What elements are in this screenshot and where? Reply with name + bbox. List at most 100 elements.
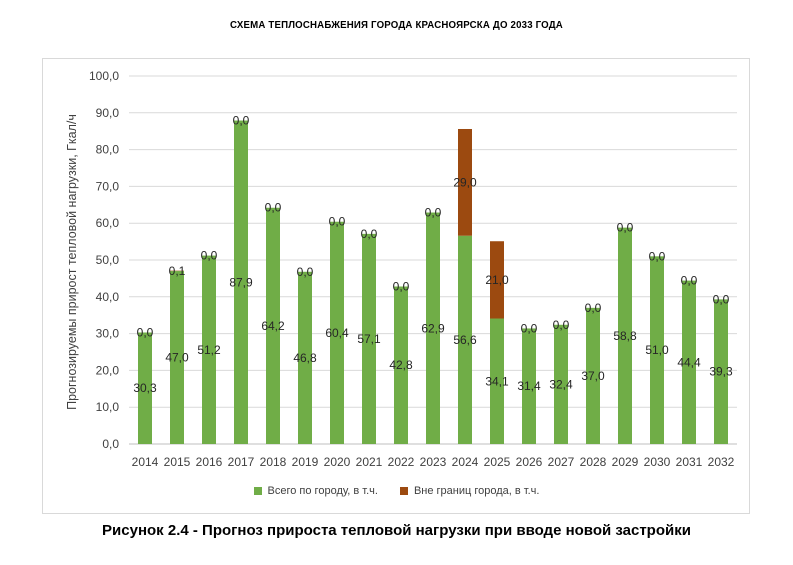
x-tick-label: 2030: [644, 455, 671, 469]
x-tick-label: 2031: [676, 455, 703, 469]
document-header: СХЕМА ТЕПЛОСНАБЖЕНИЯ ГОРОДА КРАСНОЯРСКА …: [230, 19, 563, 31]
bar-city-2032: [714, 299, 728, 444]
bar-city-2028: [586, 307, 600, 444]
legend-swatch-green: [253, 487, 262, 495]
data-label-city: 64,2: [261, 319, 285, 333]
y-tick-label: 100,0: [89, 69, 119, 83]
data-label-outside: 0,0: [361, 227, 378, 241]
data-label-outside: 0,0: [329, 215, 346, 229]
y-tick-label: 0,0: [102, 437, 119, 451]
bar-city-2031: [682, 280, 696, 444]
bar-city-2029: [618, 227, 632, 444]
data-label-outside: 0,0: [233, 114, 250, 128]
bar-city-2023: [426, 212, 440, 444]
x-tick-label: 2021: [356, 455, 383, 469]
x-axis-ticks: 2014 2015 2016 2017 2018 2019 2020 2021 2022 2023…: [132, 455, 735, 469]
data-label-outside: 0,0: [617, 221, 634, 235]
data-label-city: 87,9: [229, 275, 253, 289]
x-tick-label: 2019: [292, 455, 319, 469]
data-label-outside: 0,0: [137, 325, 154, 339]
legend-label-city: Всего по городу, в т.ч.: [267, 485, 378, 497]
data-label-outside: 0,0: [681, 274, 698, 288]
bar-city-2020: [330, 221, 344, 444]
bar-city-2017: [234, 120, 248, 444]
data-label-city: 37,0: [581, 369, 605, 383]
x-tick-label: 2032: [708, 455, 735, 469]
bar-city-2030: [650, 256, 664, 444]
data-label-city: 46,8: [293, 351, 317, 365]
y-tick-label: 50,0: [96, 253, 120, 267]
data-label-outside: 0,0: [297, 265, 314, 279]
data-label-city: 62,9: [421, 321, 445, 335]
x-tick-label: 2027: [548, 455, 575, 469]
data-label-city: 39,3: [709, 365, 733, 379]
data-label-city: 57,1: [357, 332, 381, 346]
data-label-outside: 0,0: [425, 206, 442, 220]
data-labels: 30,3 0,0 47,0 0,1 51,2 0,0 87,9 0,0 64,2 0,0 46,8 0…: [133, 114, 733, 396]
y-tick-label: 30,0: [96, 327, 120, 341]
data-label-outside: 0,0: [713, 292, 730, 306]
data-label-outside: 0,0: [265, 201, 282, 215]
bar-city-2016: [202, 255, 216, 444]
data-label-city: 32,4: [549, 377, 573, 391]
bars: [138, 120, 728, 444]
y-axis-ticks: 0,0 10,0 20,0 30,0 40,0 50,0 60,0 70,0 80,0 90,0 1…: [89, 69, 119, 451]
data-label-city: 44,4: [677, 355, 701, 369]
legend-item-city: Всего по городу, в т.ч.: [253, 485, 378, 497]
data-label-outside: 0,0: [649, 249, 666, 263]
legend: Всего по городу, в т.ч. Вне границ город…: [0, 485, 793, 497]
data-label-outside: 0,0: [201, 249, 218, 263]
data-label-city: 58,8: [613, 329, 637, 343]
bar-city-2024: [458, 235, 472, 444]
y-tick-label: 10,0: [96, 400, 120, 414]
x-tick-label: 2026: [516, 455, 543, 469]
x-tick-label: 2017: [228, 455, 255, 469]
bar-city-2021: [362, 233, 376, 444]
y-tick-label: 90,0: [96, 106, 120, 120]
bar-city-2025: [490, 318, 504, 444]
bar-outside-2024: [458, 128, 472, 236]
data-label-outside: 0,0: [521, 321, 538, 335]
x-tick-label: 2022: [388, 455, 415, 469]
bar-city-2022: [394, 286, 408, 444]
data-label-city: 47,0: [165, 351, 189, 365]
bar-city-2015: [170, 271, 184, 444]
x-tick-label: 2020: [324, 455, 351, 469]
data-label-city: 51,0: [645, 343, 669, 357]
x-tick-label: 2023: [420, 455, 447, 469]
x-tick-label: 2025: [484, 455, 511, 469]
data-label-outside: 0,1: [169, 264, 186, 278]
y-tick-label: 80,0: [96, 143, 120, 157]
y-tick-label: 70,0: [96, 179, 120, 193]
data-label-outside: 0,0: [585, 301, 602, 315]
data-label-outside: 29,0: [453, 175, 477, 189]
data-label-city: 60,4: [325, 326, 349, 340]
bar-city-2027: [554, 324, 568, 444]
x-tick-label: 2029: [612, 455, 639, 469]
x-tick-label: 2024: [452, 455, 479, 469]
data-label-city: 30,3: [133, 381, 157, 395]
x-tick-label: 2014: [132, 455, 159, 469]
data-label-city: 42,8: [389, 358, 413, 372]
chart-frame: [42, 58, 750, 514]
bar-city-2018: [266, 207, 280, 444]
x-tick-label: 2016: [196, 455, 223, 469]
figure-caption: Рисунок 2.4 - Прогноз прироста тепловой …: [102, 522, 691, 539]
data-label-city: 51,2: [197, 343, 221, 357]
data-label-city: 34,1: [485, 374, 509, 388]
y-tick-label: 60,0: [96, 216, 120, 230]
data-label-city: 56,6: [453, 333, 477, 347]
bar-city-2014: [138, 332, 152, 444]
bar-city-2019: [298, 271, 312, 444]
bar-city-2026: [522, 328, 536, 444]
data-label-outside: 21,0: [485, 273, 509, 287]
legend-label-outside: Вне границ города, в т.ч.: [413, 485, 540, 497]
x-tick-label: 2015: [164, 455, 191, 469]
legend-swatch-brown: [399, 487, 408, 495]
x-tick-label: 2028: [580, 455, 607, 469]
data-label-city: 31,4: [517, 379, 541, 393]
y-tick-label: 20,0: [96, 363, 120, 377]
y-axis-label: Прогнозируемы прирост тепловой нагрузки,…: [65, 114, 79, 410]
data-label-outside: 0,0: [393, 279, 410, 293]
